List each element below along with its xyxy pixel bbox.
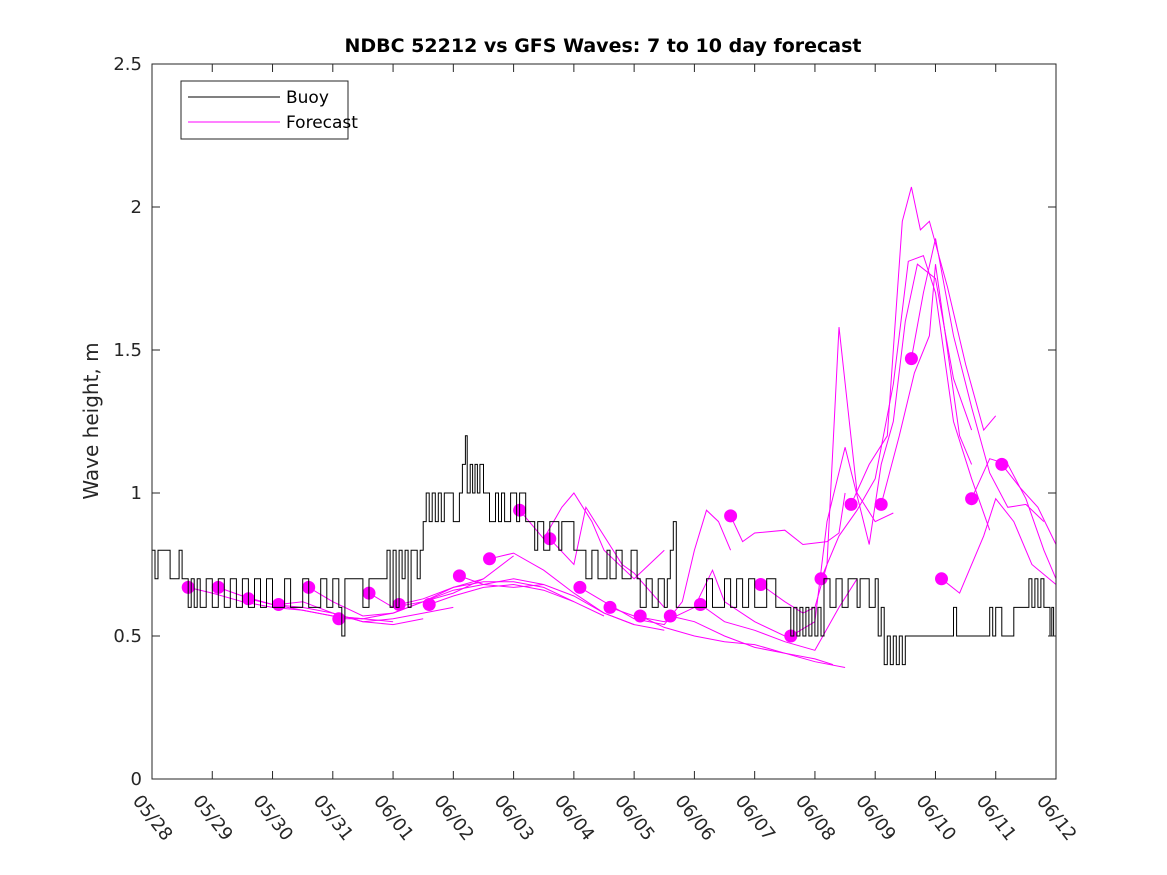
forecast-marker-8 (422, 598, 436, 611)
forecast-marker-24 (904, 352, 918, 366)
forecast-marker-27 (995, 457, 1009, 471)
y-tick-label: 2.5 (113, 54, 142, 75)
forecast-line-22 (850, 186, 997, 505)
forecast-marker-26 (965, 492, 979, 506)
y-tick-label: 0.5 (113, 626, 142, 647)
forecast-marker-9 (452, 569, 466, 583)
y-axis-label: Wave height, m (79, 342, 103, 499)
forecast-line-21 (820, 254, 991, 579)
forecast-marker-22 (844, 497, 858, 511)
forecast-line-18 (730, 492, 846, 546)
forecast-marker-19 (754, 578, 768, 591)
forecast-marker-3 (272, 598, 286, 611)
forecast-line-10 (489, 552, 665, 631)
forecast-line-26 (971, 458, 1057, 579)
forecast-marker-13 (573, 580, 587, 594)
legend: Buoy Forecast (180, 80, 358, 140)
forecast-marker-17 (693, 598, 707, 611)
forecast-line-15 (639, 615, 834, 666)
legend-box (180, 80, 349, 140)
forecast-line-25 (941, 497, 1057, 594)
forecast-line-17 (700, 578, 858, 651)
y-tick-label: 0 (131, 769, 142, 790)
forecast-line-12 (549, 505, 665, 608)
y-tick-label: 1 (131, 483, 142, 504)
forecast-marker-10 (483, 552, 496, 566)
forecast-line-7 (398, 581, 575, 605)
chart-title: NDBC 52212 vs GFS Waves: 7 to 10 day for… (344, 35, 861, 57)
buoy-series-group (152, 435, 1056, 666)
y-tick-label: 2 (131, 197, 142, 218)
plot-area (152, 186, 1057, 668)
forecast-line-20 (790, 263, 973, 637)
forecast-line-8 (429, 583, 605, 617)
forecast-marker-18 (724, 509, 738, 523)
legend-forecast-label: Forecast (286, 113, 358, 133)
buoy-line (152, 435, 1056, 666)
forecast-line-23 (880, 264, 973, 505)
forecast-marker-23 (874, 497, 888, 511)
forecast-line-27 (1001, 464, 1057, 545)
y-axis-ticks: 0 0.5 1 1.5 2 2.5 (113, 54, 1056, 790)
forecast-line-24 (910, 238, 1045, 522)
y-tick-label: 1.5 (113, 340, 142, 361)
legend-buoy-label: Buoy (286, 88, 329, 108)
forecast-marker-25 (935, 572, 948, 586)
plot-frame (151, 63, 1057, 780)
forecast-line-16 (670, 615, 846, 668)
forecast-marker-16 (663, 609, 677, 623)
forecast-marker-14 (603, 600, 617, 614)
forecast-marker-5 (332, 612, 346, 626)
forecast-marker-15 (633, 609, 647, 623)
